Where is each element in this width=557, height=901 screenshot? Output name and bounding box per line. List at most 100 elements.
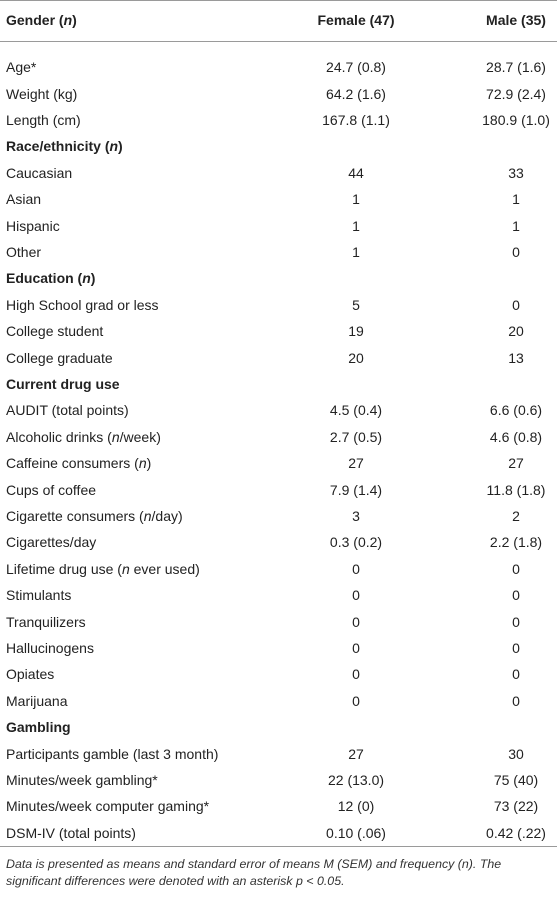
italic-text: n [63, 12, 73, 28]
male-value: 0 [512, 244, 520, 260]
row-label: College student [6, 323, 104, 340]
female-value: 2.7 (0.5) [329, 428, 383, 445]
male-value: 180.9 (1.0) [482, 112, 550, 128]
italic-text: n [121, 560, 130, 577]
male-value: 28.7 (1.6) [486, 59, 546, 76]
section-header: Education (n) [6, 269, 95, 287]
female-value: 1 [352, 191, 360, 208]
row-label: Hallucinogens [6, 640, 94, 656]
male-value: 6.6 (0.6) [489, 402, 543, 419]
male-value: 30 [508, 745, 524, 762]
male-value: 1 [512, 191, 520, 208]
male-value: 11.8 (1.8) [486, 481, 546, 498]
italic-text: n [109, 138, 119, 155]
row-label: Cigarettes/day [6, 534, 97, 551]
male-value: 27 [508, 455, 524, 472]
row-label: Opiates [6, 666, 55, 683]
row-label: Participants gamble (last 3 month) [6, 745, 219, 762]
female-value: 19 [348, 323, 364, 340]
row-label: Age* [6, 59, 37, 76]
row-label: Cups of coffee [6, 481, 97, 498]
female-value: 0 [352, 560, 360, 577]
text: Cigarette consumers ( [6, 508, 144, 524]
text: Lifetime drug use ( [6, 560, 122, 577]
male-value: 1 [512, 217, 520, 234]
female-value: 1 [352, 217, 360, 234]
row-label: Minutes/week gambling* [6, 772, 158, 788]
female-value: 24.7 (0.8) [326, 59, 386, 76]
header-cell: Female (47) [317, 12, 395, 28]
italic-text: n [111, 428, 120, 445]
male-value: 0 [512, 296, 520, 313]
italic-text: n [82, 270, 91, 287]
rule [0, 41, 557, 42]
female-value: 4.5 (0.4) [329, 402, 383, 419]
male-value: 0 [512, 692, 520, 709]
male-value: 0.42 (.22) [486, 824, 546, 841]
row-label: College graduate [6, 349, 113, 366]
text: Caffeine consumers ( [6, 455, 139, 472]
male-value: 0 [512, 613, 520, 630]
rule [0, 846, 557, 847]
italic-text: n [143, 508, 152, 524]
row-label: Marijuana [6, 692, 68, 709]
female-value: 0 [352, 666, 360, 683]
female-value: 0 [352, 640, 360, 656]
female-value: 64.2 (1.6) [326, 85, 386, 102]
section-header: Gambling [6, 719, 71, 736]
female-value: 1 [352, 244, 360, 260]
male-value: 75 (40) [493, 772, 539, 788]
footnote: Data is presented as means and standard … [6, 857, 502, 888]
row-label: DSM-IV (total points) [6, 824, 136, 841]
text: Race/ethnicity ( [6, 138, 110, 155]
row-label: Asian [6, 191, 42, 208]
female-value: 7.9 (1.4) [329, 481, 383, 498]
row-label: Lifetime drug use (n ever used) [6, 560, 200, 578]
row-label: Weight (kg) [6, 85, 78, 102]
text: ) [146, 455, 152, 472]
text: ever used) [129, 560, 200, 577]
text: Education ( [6, 270, 83, 287]
female-value: 167.8 (1.1) [322, 112, 390, 128]
female-value: 12 (0) [337, 798, 375, 815]
italic-text: n [138, 455, 147, 472]
text: /week) [119, 428, 161, 445]
female-value: 0 [352, 587, 360, 604]
text: ) [72, 12, 77, 28]
female-value: 22 (13.0) [327, 772, 385, 788]
female-value: 0 [352, 613, 360, 630]
row-label: Alcoholic drinks (n/week) [6, 428, 161, 446]
row-label: Stimulants [6, 587, 72, 604]
row-label: High School grad or less [6, 296, 159, 313]
rule [0, 0, 557, 1]
male-value: 0 [512, 587, 520, 604]
female-value: 0.10 (.06) [326, 824, 386, 841]
text: Gender ( [6, 12, 64, 28]
male-value: 4.6 (0.8) [489, 428, 543, 445]
row-label: Caffeine consumers (n) [6, 454, 151, 472]
male-value: 72.9 (2.4) [486, 85, 546, 102]
male-value: 20 [508, 323, 524, 340]
male-value: 0 [512, 560, 520, 577]
male-value: 73 (22) [493, 798, 539, 815]
female-value: 3 [352, 508, 360, 524]
male-value: 13 [508, 349, 524, 366]
female-value: 27 [348, 455, 364, 472]
header-cell: Gender (n) [6, 11, 77, 29]
female-value: 0 [352, 692, 360, 709]
female-value: 20 [348, 349, 364, 366]
section-header: Race/ethnicity (n) [6, 137, 123, 155]
row-label: Caucasian [6, 164, 73, 181]
male-value: 2.2 (1.8) [489, 534, 543, 551]
female-value: 0.3 (0.2) [329, 534, 383, 551]
row-label: Cigarette consumers (n/day) [6, 507, 183, 525]
male-value: 0 [512, 666, 520, 683]
text: /day) [151, 508, 183, 524]
row-label: Other [6, 244, 42, 260]
row-label: Length (cm) [6, 112, 81, 128]
male-value: 0 [512, 640, 520, 656]
female-value: 44 [348, 164, 364, 181]
female-value: 27 [348, 745, 364, 762]
row-label: Minutes/week computer gaming* [6, 798, 210, 815]
